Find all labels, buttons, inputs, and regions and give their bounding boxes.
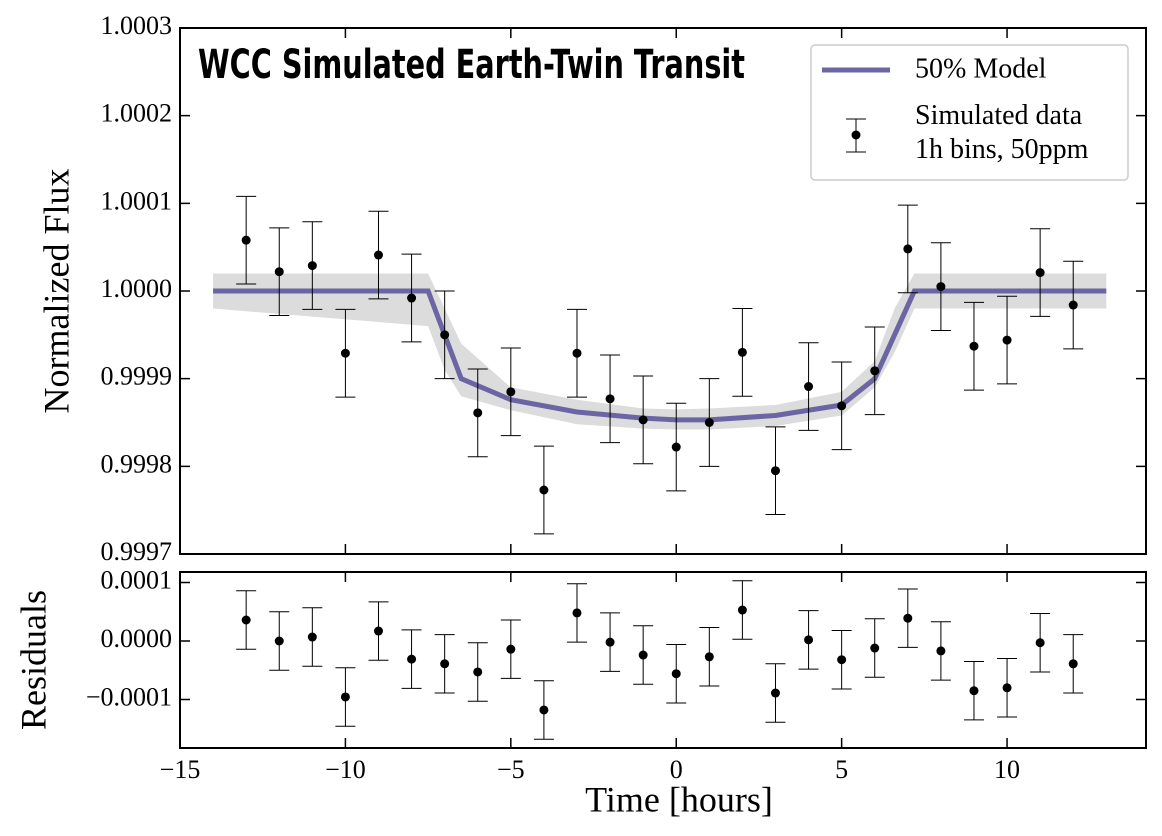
y-tick-label: 0.9999	[101, 362, 173, 391]
x-tick-label: −10	[325, 755, 366, 784]
data-point	[804, 635, 814, 645]
data-point	[737, 347, 747, 357]
data-point	[539, 705, 549, 715]
data-point	[605, 394, 615, 404]
y-tick-label: −0.0001	[86, 682, 172, 711]
data-point	[539, 485, 549, 495]
data-point	[903, 613, 913, 623]
y-tick-label: 1.0001	[101, 186, 173, 215]
data-point	[638, 650, 648, 660]
x-tick-label: −5	[497, 755, 525, 784]
data-point	[340, 348, 350, 358]
data-point	[704, 652, 714, 662]
data-point	[837, 655, 847, 665]
y-tick-label: 1.0002	[101, 99, 173, 128]
legend-marker	[851, 130, 861, 140]
legend: 50% Model Simulated data 1h bins, 50ppm	[810, 44, 1129, 181]
y-tick-label: 0.9998	[101, 449, 173, 478]
data-point	[1068, 300, 1078, 310]
data-point	[605, 637, 615, 647]
data-point	[440, 659, 450, 669]
data-point	[1002, 683, 1012, 693]
x-tick-label: −15	[160, 755, 201, 784]
y-tick-label: 1.0000	[101, 274, 173, 303]
data-point	[1035, 268, 1045, 278]
y-axis-label: Residuals	[13, 590, 53, 730]
x-axis-label: Time [hours]	[585, 779, 773, 819]
data-point	[506, 644, 516, 654]
data-point	[241, 615, 251, 625]
data-point	[274, 267, 284, 277]
data-point	[241, 235, 251, 245]
data-point	[870, 366, 880, 376]
data-point	[870, 643, 880, 653]
data-point	[770, 466, 780, 476]
data-point	[373, 626, 383, 636]
y-tick-label: 1.0003	[101, 11, 173, 40]
x-tick-label: 0	[670, 755, 683, 784]
data-point	[804, 382, 814, 392]
data-point	[704, 418, 714, 427]
data-point	[373, 250, 383, 260]
y-tick-label: 0.0001	[101, 565, 173, 594]
x-tick-label: 5	[835, 755, 848, 784]
data-point	[969, 686, 979, 696]
data-point	[307, 261, 317, 271]
y-tick-label: 0.0000	[101, 624, 173, 653]
data-point	[969, 341, 979, 351]
x-tick-label: 10	[994, 755, 1020, 784]
data-point	[737, 605, 747, 615]
data-point	[837, 401, 847, 411]
data-point	[671, 669, 681, 679]
chart-title: WCC Simulated Earth-Twin Transit	[198, 42, 745, 88]
data-point	[903, 244, 913, 254]
legend-label: 50% Model	[915, 53, 1047, 84]
legend-label: Simulated data 1h bins, 50ppm	[915, 100, 1089, 165]
data-point	[340, 692, 350, 702]
data-point	[936, 646, 946, 656]
data-point	[671, 442, 681, 452]
data-point	[770, 688, 780, 698]
data-point	[1068, 659, 1078, 669]
data-point	[440, 330, 450, 340]
legend-box	[810, 44, 1129, 181]
data-point	[473, 667, 483, 677]
data-point	[572, 608, 582, 618]
data-point	[936, 282, 946, 292]
data-point	[1035, 638, 1045, 648]
axes-frame	[179, 571, 1147, 749]
data-point	[638, 415, 648, 425]
data-point	[1002, 335, 1012, 345]
y-axis-label: Normalized Flux	[36, 169, 76, 414]
data-point	[506, 387, 516, 397]
y-tick-label: 0.9997	[101, 537, 173, 566]
data-point	[473, 408, 483, 418]
data-point	[274, 636, 284, 646]
data-point	[572, 348, 582, 358]
data-point	[407, 654, 417, 664]
data-point	[407, 293, 417, 303]
data-point	[307, 632, 317, 642]
